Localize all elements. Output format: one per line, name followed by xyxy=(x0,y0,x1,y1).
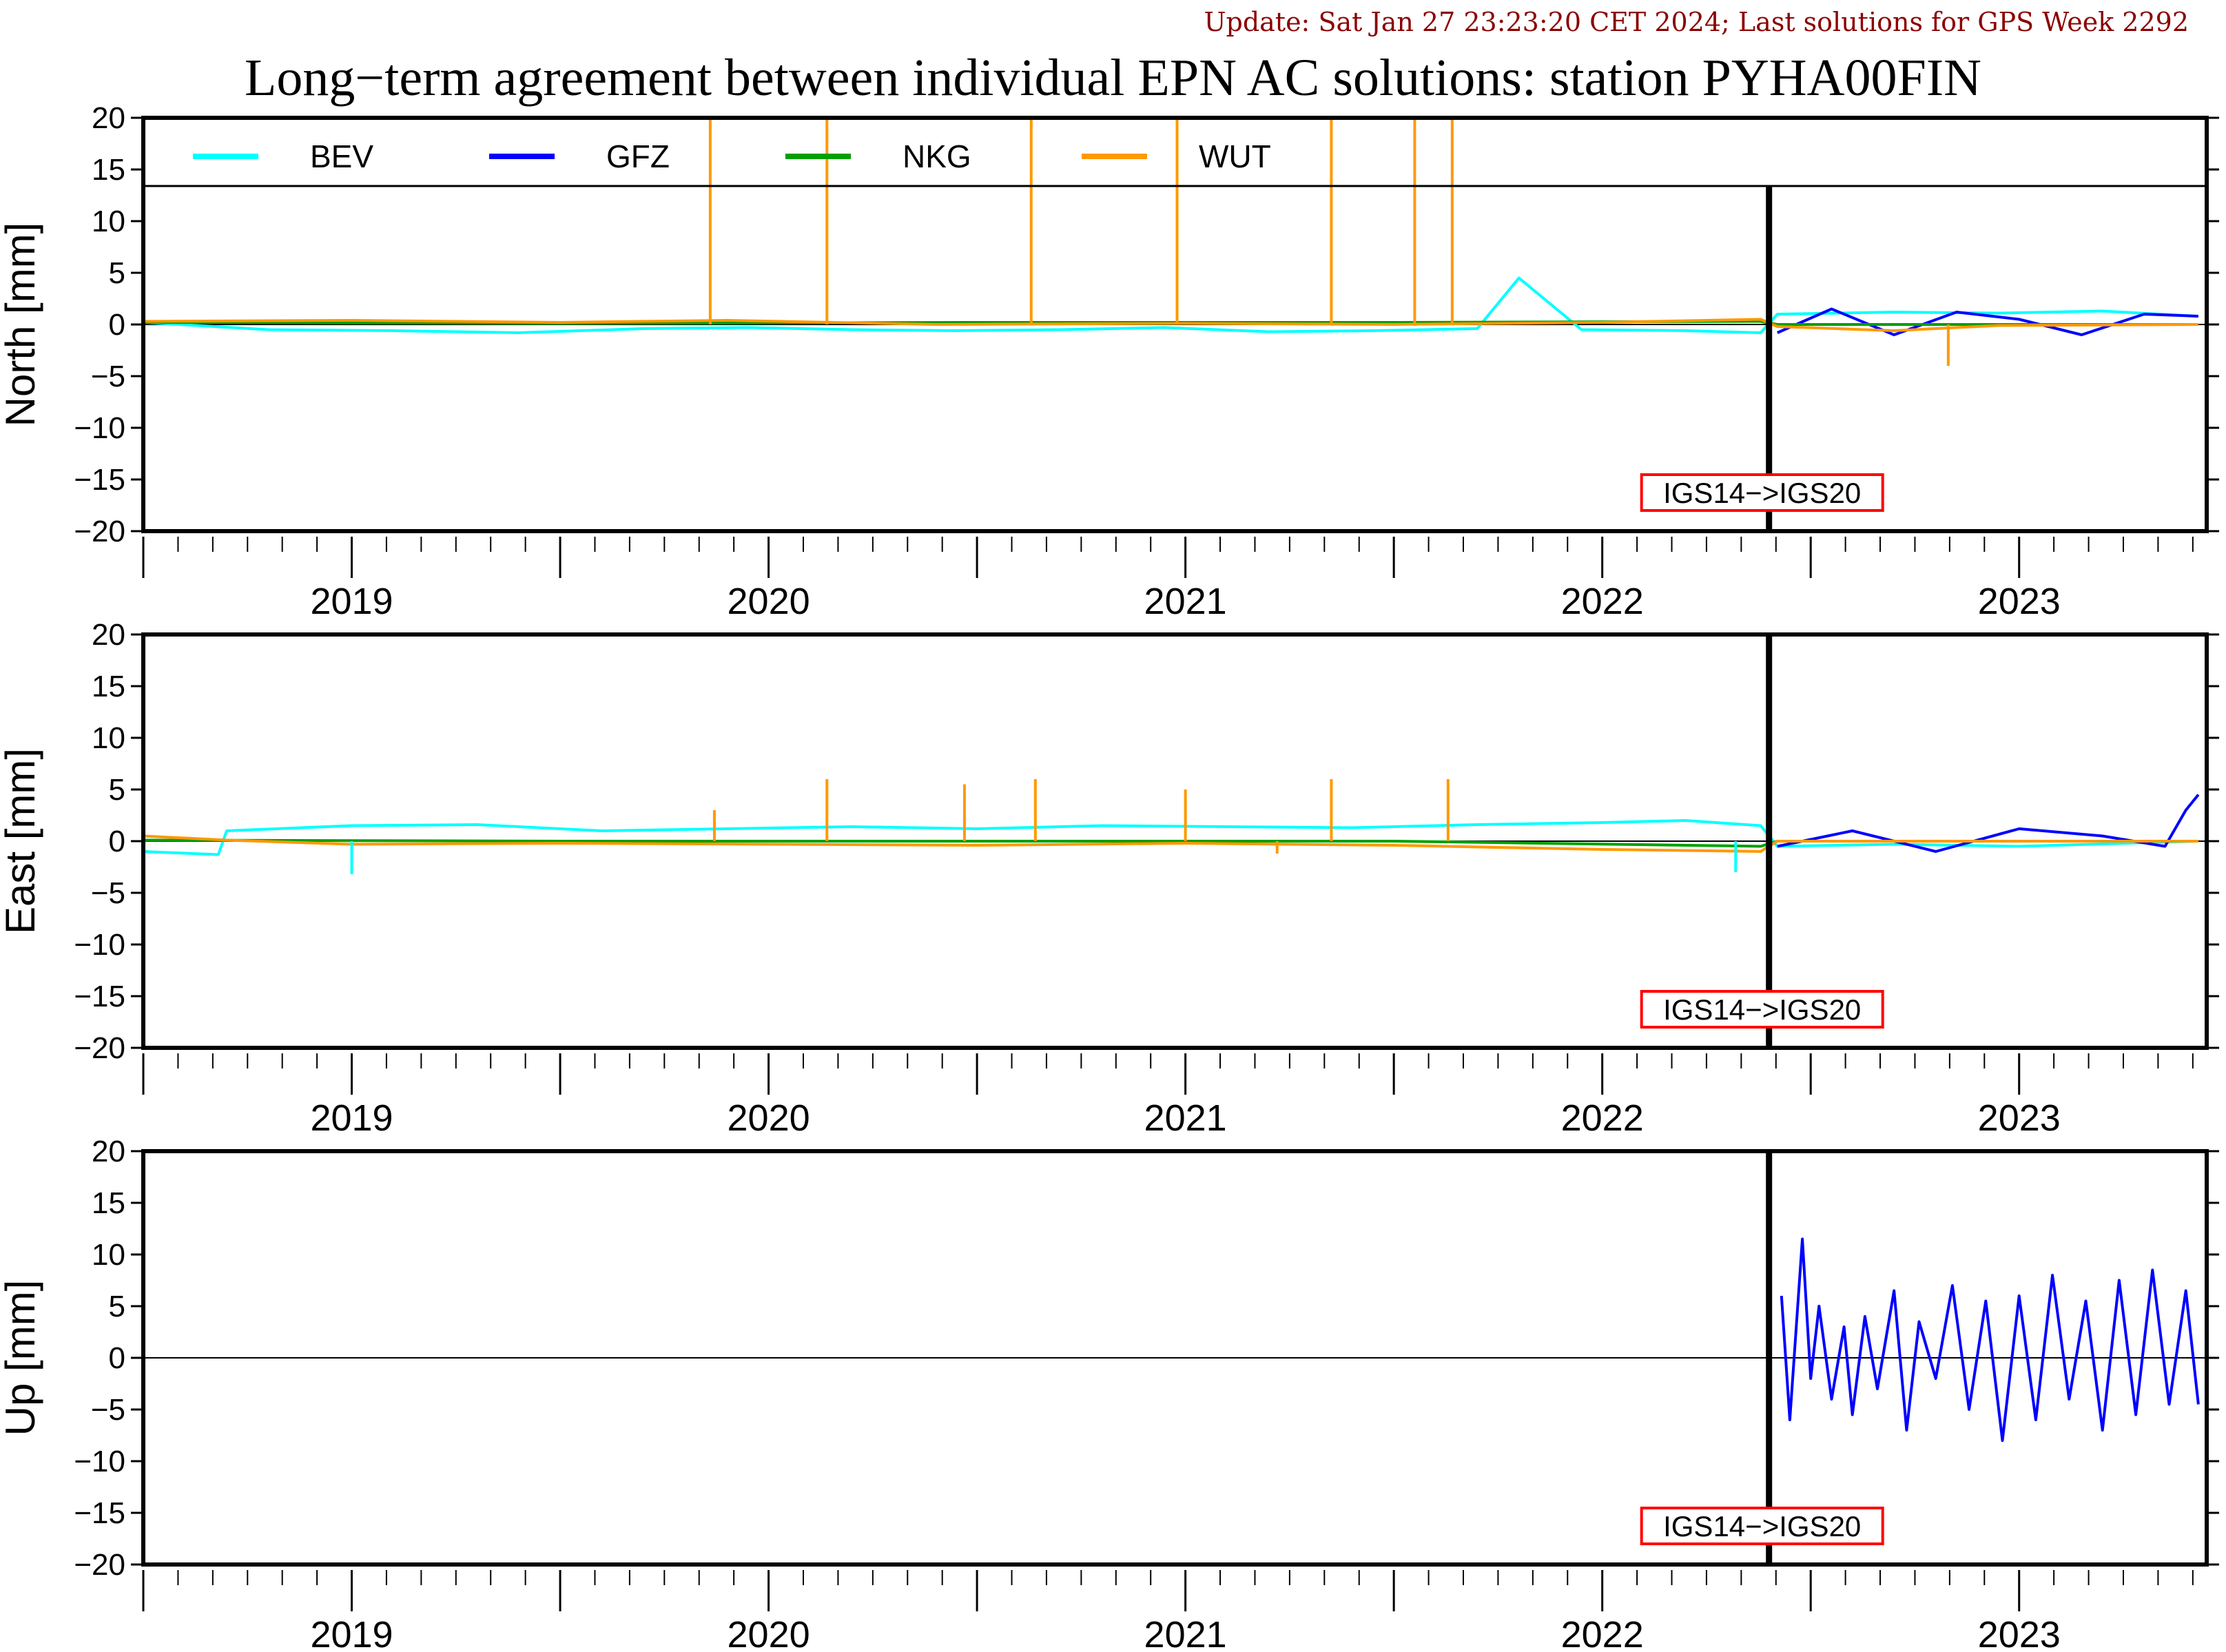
legend-label-gfz: GFZ xyxy=(606,138,670,174)
y-axis-label: East [mm] xyxy=(0,748,43,934)
y-tick-label: −15 xyxy=(74,463,125,497)
x-tick-label-2023: 2023 xyxy=(1978,1614,2061,1652)
y-tick-label: 5 xyxy=(109,256,125,290)
y-tick-label: 0 xyxy=(109,825,125,858)
x-tick-label-2021: 2021 xyxy=(1144,581,1227,622)
series-gfz-line xyxy=(1780,1237,2200,1442)
series-group xyxy=(143,779,2200,874)
y-tick-label: −10 xyxy=(74,1445,125,1478)
y-tick-label: −20 xyxy=(74,1031,125,1065)
panel-3: IGS14−>IGS20 20 15 10 5 0 −5 −10 −15 −20 Up [mm] 20… xyxy=(0,1135,2219,1652)
y-tick-label: 5 xyxy=(109,1290,125,1323)
x-tick-label-2020: 2020 xyxy=(728,581,810,622)
y-axis-label: North [mm] xyxy=(0,223,43,427)
x-tick-label-2022: 2022 xyxy=(1561,1614,1644,1652)
y-tick-label: −10 xyxy=(74,411,125,445)
series-bev-line xyxy=(143,819,2198,856)
series-bev-line xyxy=(143,276,2199,334)
x-tick-label-2022: 2022 xyxy=(1561,581,1644,622)
y-tick-label: 10 xyxy=(92,721,125,755)
frame-change-label: IGS14−>IGS20 xyxy=(1663,1510,1861,1542)
y-tick-label: −5 xyxy=(91,360,125,393)
update-timestamp: Update: Sat Jan 27 23:23:20 CET 2024; La… xyxy=(1204,7,2189,37)
x-tick-label-2019: 2019 xyxy=(310,581,393,622)
y-tick-label: −15 xyxy=(74,1496,125,1530)
frame-change-label-box xyxy=(1640,473,1884,512)
y-tick-label: −20 xyxy=(74,515,125,548)
panel-1: IGS14−>IGS20 20 15 10 5 0 −5 −10 −15 −20 North [mm… xyxy=(0,101,2219,622)
frame-change-label: IGS14−>IGS20 xyxy=(1663,477,1861,509)
x-tick-label-2019: 2019 xyxy=(310,1097,393,1139)
series-wut-line xyxy=(143,318,2198,332)
y-axis-label: Up [mm] xyxy=(0,1280,43,1436)
chart-title: Long−term agreement between individual E… xyxy=(244,49,1982,107)
y-tick-label: −20 xyxy=(74,1548,125,1582)
series-gfz-line xyxy=(1777,794,2200,853)
y-tick-label: 15 xyxy=(92,670,125,703)
y-tick-label: −5 xyxy=(91,1393,125,1427)
y-tick-label: 10 xyxy=(92,205,125,238)
y-tick-label: 20 xyxy=(92,618,125,652)
x-tick-label-2022: 2022 xyxy=(1561,1097,1644,1139)
y-tick-label: 0 xyxy=(109,308,125,342)
y-tick-label: 20 xyxy=(92,101,125,135)
series-group xyxy=(143,118,2199,366)
series-wut-line xyxy=(143,834,2198,853)
series-group xyxy=(1780,1237,2200,1442)
frame-change-label: IGS14−>IGS20 xyxy=(1663,993,1861,1026)
x-tick-label-2023: 2023 xyxy=(1978,1097,2061,1139)
y-tick-label: 10 xyxy=(92,1238,125,1272)
y-tick-label: −15 xyxy=(74,980,125,1013)
x-tick-label-2019: 2019 xyxy=(310,1614,393,1652)
legend-label-bev: BEV xyxy=(310,138,373,174)
legend-label-nkg: NKG xyxy=(903,138,971,174)
y-tick-label: 15 xyxy=(92,1186,125,1220)
x-tick-label-2021: 2021 xyxy=(1144,1614,1227,1652)
x-tick-label-2020: 2020 xyxy=(728,1097,810,1139)
y-tick-label: 15 xyxy=(92,153,125,187)
legend-label-wut: WUT xyxy=(1199,138,1271,174)
panel-2: IGS14−>IGS20 20 15 10 5 0 −5 −10 −15 −20 East [mm]… xyxy=(0,618,2219,1139)
x-tick-label-2021: 2021 xyxy=(1144,1097,1227,1139)
y-tick-label: 5 xyxy=(109,773,125,807)
y-tick-label: 20 xyxy=(92,1135,125,1168)
x-tick-label-2023: 2023 xyxy=(1978,581,2061,622)
y-tick-label: −5 xyxy=(91,876,125,910)
series-gfz-line xyxy=(1776,307,2198,336)
x-tick-label-2020: 2020 xyxy=(728,1614,810,1652)
y-tick-label: −10 xyxy=(74,928,125,962)
frame-change-label-box xyxy=(1640,990,1884,1029)
y-tick-label: 0 xyxy=(109,1341,125,1375)
frame-change-label-box xyxy=(1640,1507,1884,1545)
